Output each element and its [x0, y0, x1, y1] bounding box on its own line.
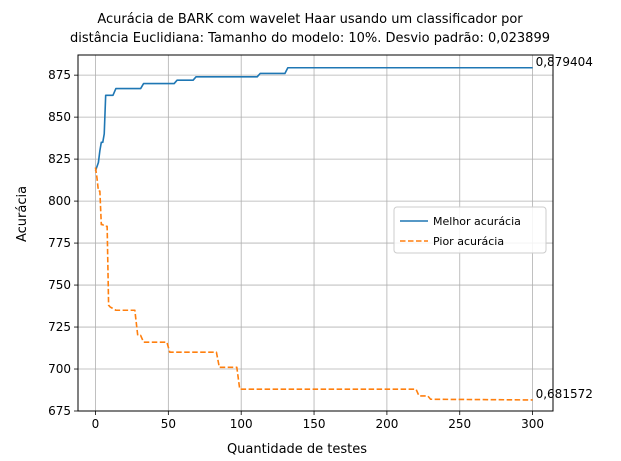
x-tick-label: 300: [521, 417, 544, 431]
legend: Melhor acurácia Pior acurácia: [393, 206, 547, 254]
legend-box: [393, 206, 547, 254]
y-tick-label: 800: [48, 194, 71, 208]
y-tick-label: 825: [48, 152, 71, 166]
y-tick-label: 725: [48, 320, 71, 334]
axis-ticks: 0 50 100 150 200 250 300 675 700 725 750 775 800 825 8…: [48, 68, 544, 431]
x-tick-label: 0: [92, 417, 100, 431]
x-tick-label: 100: [230, 417, 253, 431]
x-tick-label: 200: [375, 417, 398, 431]
plot-frame: [77, 54, 554, 412]
y-tick-label: 675: [48, 404, 71, 418]
y-tick-label: 775: [48, 236, 71, 250]
x-axis-label: Quantidade de testes: [227, 442, 367, 457]
y-tick-label: 850: [48, 110, 71, 124]
x-tick-label: 150: [303, 417, 326, 431]
chart-title-line-1: Acurácia de BARK com wavelet Haar usando…: [97, 12, 523, 27]
annotation-worst: 0,681572: [536, 387, 593, 401]
x-tick-label: 250: [448, 417, 471, 431]
y-tick-label: 700: [48, 362, 71, 376]
legend-label-melhor: Melhor acurácia: [433, 215, 521, 228]
annotations: 0,879404 0,681572: [536, 55, 593, 401]
series-line-pior-acuracia: [94, 167, 533, 401]
annotation-best: 0,879404: [536, 55, 593, 69]
series-layer: [94, 66, 533, 401]
y-tick-label: 750: [48, 278, 71, 292]
series-line-melhor-acuracia: [94, 66, 533, 172]
legend-label-pior: Pior acurácia: [433, 235, 504, 248]
y-tick-label: 875: [48, 68, 71, 82]
y-axis-label: Acurácia: [15, 186, 30, 242]
x-tick-label: 50: [161, 417, 176, 431]
chart-title-line-2: distância Euclidiana: Tamanho do modelo:…: [70, 31, 550, 46]
